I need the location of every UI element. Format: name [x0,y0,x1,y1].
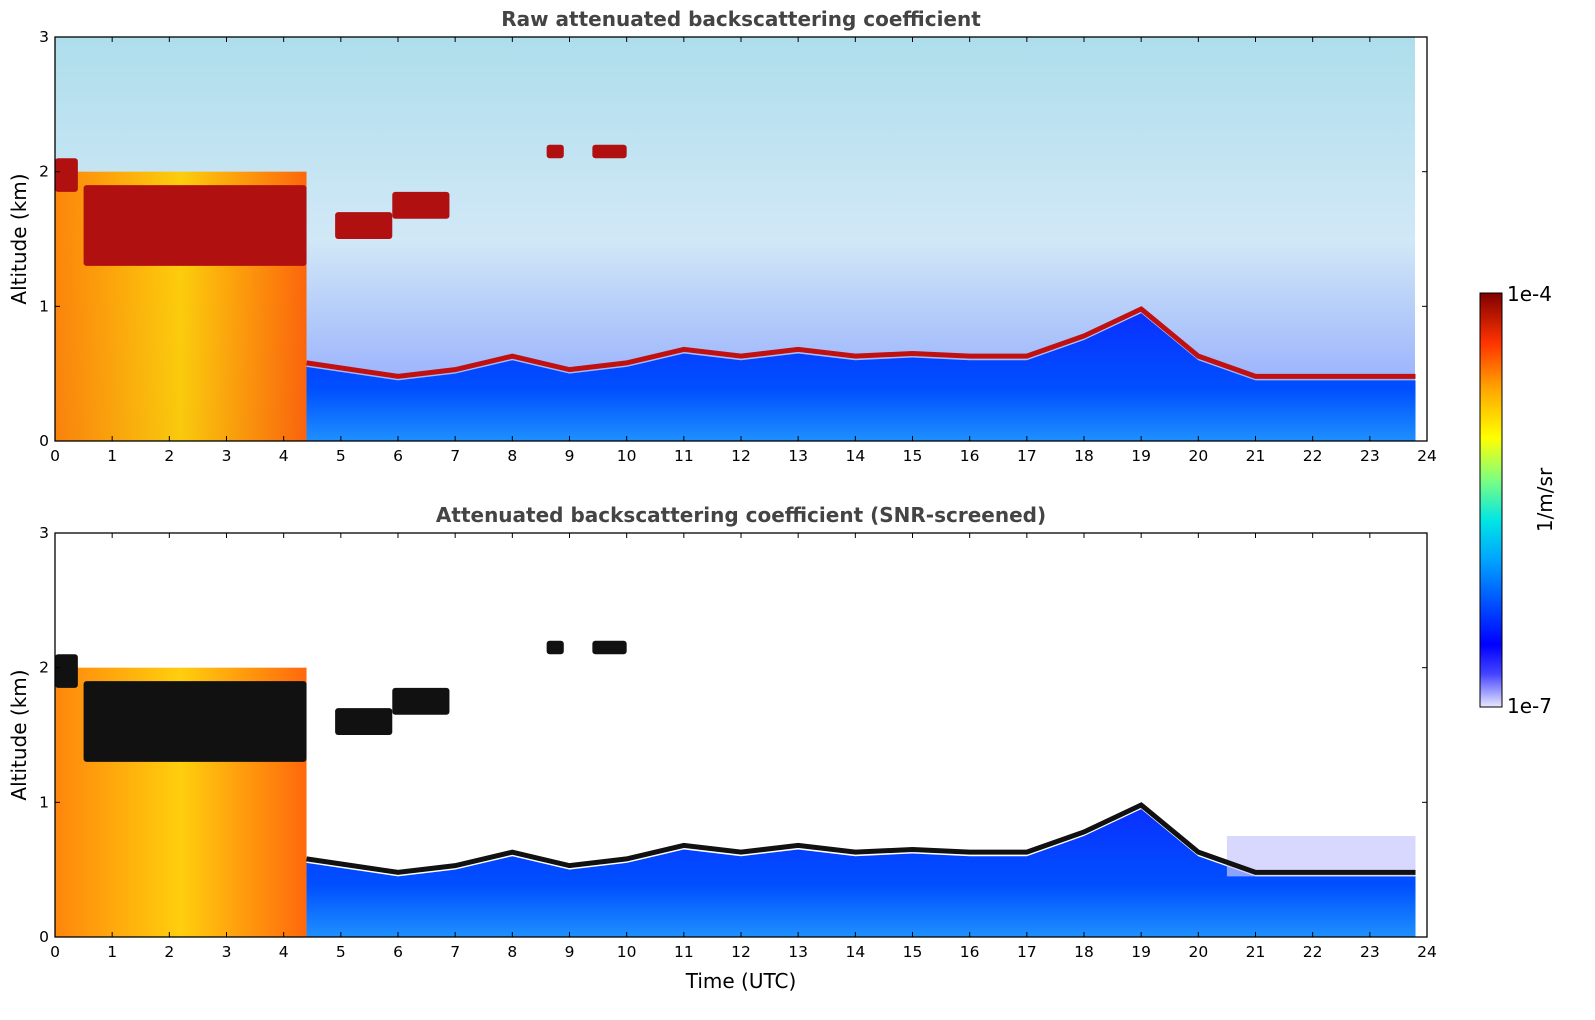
x-tick-label: 3 [222,447,232,465]
x-tick-label: 12 [731,447,751,465]
x-tick-label: 13 [788,943,808,961]
y-tick-label: 3 [39,28,49,46]
x-tick-label: 2 [164,943,174,961]
x-axis-label: Time (UTC) [685,969,797,993]
no-data-region [1415,533,1427,937]
x-tick-label: 0 [50,447,60,465]
x-tick-label: 19 [1131,943,1151,961]
boundary-layer-top [306,802,1416,875]
x-tick-label: 11 [674,943,694,961]
x-axis-panel-2: 0 1 2 3 4 5 6 7 8 9 10 11 12 13 14 15 16 17 18 19 20 21 22 23 24 [50,533,1437,961]
cloud-layer [83,681,307,762]
screened-cloud-field [55,533,1427,937]
cloud-layer [392,687,450,715]
cloud-layer [592,144,627,159]
x-tick-label: 14 [845,447,865,465]
x-tick-label: 24 [1417,943,1437,961]
cloud-layer [392,191,450,219]
y-axis-panel-1: 0 1 2 3 [39,28,1427,450]
x-tick-label: 18 [1074,943,1094,961]
y-tick-label: 1 [39,297,49,315]
x-tick-label: 4 [279,943,289,961]
x-tick-label: 1 [107,447,117,465]
x-tick-label: 22 [1303,447,1323,465]
x-tick-label: 17 [1017,447,1037,465]
weak-signal-region [1226,836,1416,877]
x-tick-label: 8 [507,943,517,961]
x-tick-label: 15 [903,447,923,465]
cloud-layer [592,640,627,655]
x-tick-label: 10 [617,447,637,465]
panel-raw: Raw attenuated backscattering coefficien… [7,7,1437,465]
x-tick-label: 9 [565,943,575,961]
x-tick-label: 20 [1188,447,1208,465]
x-tick-label: 21 [1246,943,1266,961]
x-tick-label: 5 [336,943,346,961]
cloud-layer [55,158,78,192]
x-tick-label: 10 [617,943,637,961]
heatmap-raw [55,37,1427,441]
heatmap-screened [55,533,1427,937]
y-axis-label-panel-1: Altitude (km) [7,173,31,304]
x-tick-label: 4 [279,447,289,465]
cloud-layer [55,654,78,688]
y-axis-label-panel-2: Altitude (km) [7,669,31,800]
cloud-layer [335,708,393,735]
x-tick-label: 20 [1188,943,1208,961]
boundary-layer-top [306,306,1416,379]
x-tick-label: 7 [450,943,460,961]
cloud-layer [546,640,564,655]
x-tick-label: 8 [507,447,517,465]
y-tick-label: 3 [39,524,49,542]
x-tick-label: 16 [960,447,980,465]
x-tick-label: 23 [1360,447,1380,465]
colorbar-max-label: 1e-4 [1507,282,1552,306]
x-tick-label: 14 [845,943,865,961]
x-tick-label: 11 [674,447,694,465]
y-axis-panel-2: 0 1 2 3 [39,524,1427,946]
colorbar-min-label: 1e-7 [1507,694,1552,718]
x-tick-label: 5 [336,447,346,465]
x-tick-label: 15 [903,943,923,961]
x-tick-label: 13 [788,447,808,465]
x-tick-label: 17 [1017,943,1037,961]
x-tick-label: 0 [50,943,60,961]
y-tick-label: 1 [39,793,49,811]
panel-1-title: Raw attenuated backscattering coefficien… [501,7,981,31]
cloud-layer [335,212,393,239]
x-tick-label: 3 [222,943,232,961]
cloud-layer [546,144,564,159]
x-tick-label: 9 [565,447,575,465]
x-tick-label: 12 [731,943,751,961]
colorbar: 1e-4 1e-7 1/m/sr [1479,282,1557,718]
x-tick-label: 1 [107,943,117,961]
x-tick-label: 6 [393,943,403,961]
x-tick-label: 19 [1131,447,1151,465]
no-data-region [1415,37,1427,441]
x-tick-label: 21 [1246,447,1266,465]
panel-2-title: Attenuated backscattering coefficient (S… [436,503,1046,527]
x-tick-label: 6 [393,447,403,465]
boundary-layer [306,313,1416,441]
x-tick-label: 24 [1417,447,1437,465]
panel-screened: Attenuated backscattering coefficient (S… [7,503,1437,993]
y-tick-label: 2 [39,163,49,181]
x-tick-label: 2 [164,447,174,465]
x-tick-label: 16 [960,943,980,961]
x-tick-label: 23 [1360,943,1380,961]
raw-cloud-field [55,37,1427,441]
boundary-layer [306,809,1416,937]
y-tick-label: 0 [39,928,49,946]
colorbar-gradient [1479,292,1503,708]
colorbar-unit-label: 1/m/sr [1533,467,1557,532]
x-tick-label: 7 [450,447,460,465]
y-tick-label: 2 [39,659,49,677]
x-axis-panel-1: 0 1 2 3 4 5 6 7 8 9 10 11 12 13 14 15 16 17 18 19 20 21 22 23 24 [50,37,1437,465]
y-tick-label: 0 [39,432,49,450]
x-tick-label: 18 [1074,447,1094,465]
x-tick-label: 22 [1303,943,1323,961]
cloud-layer [83,185,307,266]
